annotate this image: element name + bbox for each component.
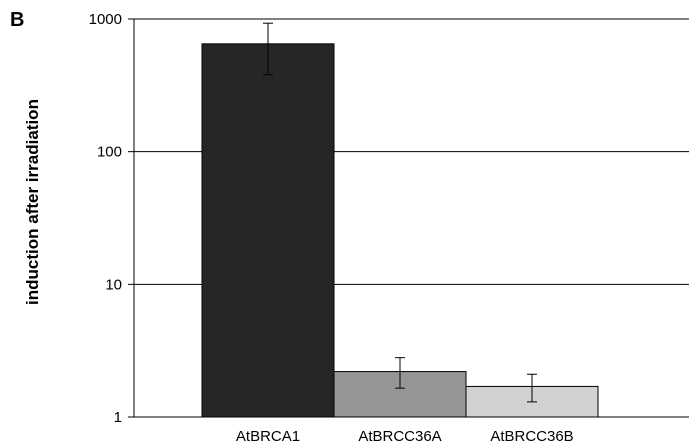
y-tick-label: 1 (114, 409, 122, 426)
error-bars (263, 22, 537, 403)
x-category-label: AtBRCC36A (358, 428, 441, 445)
x-category-label: AtBRCC36B (490, 428, 573, 445)
y-tick-label: 100 (97, 144, 122, 161)
panel-label: B (10, 9, 24, 31)
y-tick-label: 1000 (89, 11, 122, 28)
axes (128, 18, 689, 418)
bars (201, 43, 599, 418)
x-category-labels: AtBRCA1 AtBRCC36A AtBRCC36B (236, 428, 574, 445)
y-tick-label: 10 (105, 276, 122, 293)
y-tick-labels: 1 10 100 1000 (89, 11, 122, 426)
y-axis-title: induction after irradiation (23, 99, 42, 305)
x-category-label: AtBRCA1 (236, 428, 300, 445)
bar (201, 43, 335, 418)
